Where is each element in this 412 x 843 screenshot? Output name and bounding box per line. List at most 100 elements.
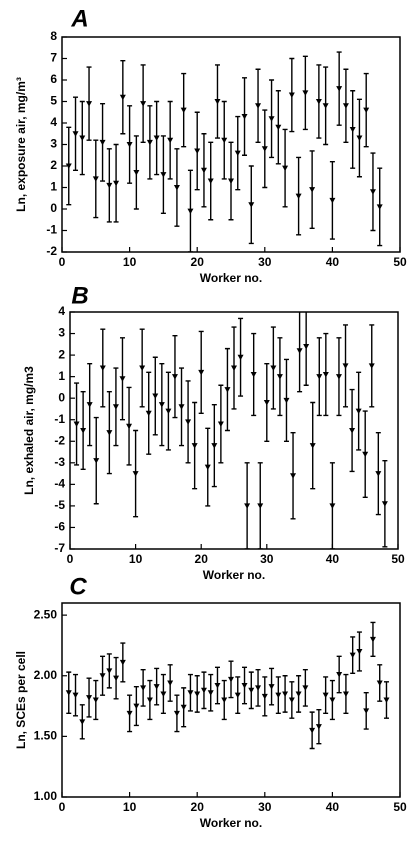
y-tick-label: -3 bbox=[54, 455, 65, 469]
x-tick-label: 50 bbox=[393, 255, 407, 269]
point bbox=[119, 94, 126, 101]
point bbox=[92, 697, 99, 703]
point bbox=[180, 107, 187, 114]
point bbox=[282, 165, 289, 172]
point bbox=[194, 691, 201, 697]
x-axis-label: Worker no. bbox=[200, 271, 262, 285]
point bbox=[329, 503, 336, 509]
point bbox=[315, 99, 322, 105]
point bbox=[288, 697, 295, 703]
panel-label: C bbox=[69, 573, 87, 600]
point bbox=[99, 365, 106, 372]
point bbox=[152, 393, 159, 400]
x-tick-label: 20 bbox=[191, 255, 205, 269]
point bbox=[79, 719, 86, 725]
y-tick-label: 2 bbox=[58, 347, 65, 361]
point bbox=[133, 169, 140, 176]
point bbox=[270, 365, 277, 372]
point bbox=[113, 180, 120, 187]
point bbox=[268, 116, 275, 122]
point bbox=[261, 693, 268, 700]
point bbox=[369, 636, 376, 643]
point bbox=[72, 131, 79, 137]
y-tick-label: 1 bbox=[50, 180, 57, 194]
point bbox=[86, 101, 93, 107]
point bbox=[336, 672, 343, 678]
point bbox=[228, 178, 234, 185]
y-tick-label: 7 bbox=[50, 51, 57, 65]
point bbox=[309, 187, 316, 193]
y-tick-label: 1.50 bbox=[34, 729, 58, 743]
x-axis-label: Worker no. bbox=[200, 816, 262, 830]
point bbox=[335, 374, 342, 380]
y-tick-label: -2 bbox=[54, 433, 65, 447]
x-tick-label: 20 bbox=[191, 800, 205, 814]
point bbox=[295, 193, 302, 200]
point bbox=[263, 399, 270, 406]
point bbox=[153, 684, 160, 690]
point bbox=[198, 369, 205, 376]
point bbox=[112, 404, 119, 410]
y-tick-label: 2.00 bbox=[34, 668, 58, 682]
point bbox=[295, 691, 302, 697]
point bbox=[368, 363, 375, 369]
point bbox=[211, 443, 218, 449]
point bbox=[342, 103, 349, 109]
y-tick-label: 4 bbox=[50, 115, 57, 129]
x-axis-label: Worker no. bbox=[203, 568, 265, 582]
point bbox=[363, 708, 370, 714]
point bbox=[178, 404, 185, 410]
point bbox=[167, 680, 174, 687]
x-tick-label: 30 bbox=[258, 255, 272, 269]
point bbox=[356, 649, 363, 655]
point bbox=[80, 428, 87, 434]
point bbox=[288, 92, 295, 99]
y-tick-label: -2 bbox=[46, 244, 57, 258]
x-tick-label: 50 bbox=[391, 552, 405, 566]
y-tick-label: 8 bbox=[50, 29, 57, 43]
point bbox=[290, 473, 297, 479]
point bbox=[173, 185, 180, 191]
point bbox=[355, 408, 362, 415]
point bbox=[185, 419, 192, 425]
x-tick-label: 40 bbox=[326, 800, 340, 814]
point bbox=[99, 139, 106, 146]
point bbox=[336, 86, 343, 92]
point bbox=[255, 103, 262, 109]
marks bbox=[73, 312, 388, 549]
point bbox=[93, 458, 100, 464]
y-tick-label: -7 bbox=[54, 541, 65, 555]
point bbox=[381, 501, 388, 507]
point bbox=[309, 443, 316, 449]
point bbox=[146, 139, 153, 146]
point bbox=[160, 172, 167, 178]
y-axis-label: Ln, SCEs per cell bbox=[14, 651, 28, 749]
point bbox=[86, 402, 93, 408]
y-tick-label: 6 bbox=[50, 72, 57, 86]
point bbox=[322, 692, 329, 699]
point bbox=[221, 697, 228, 703]
x-tick-label: 0 bbox=[67, 552, 74, 566]
point bbox=[268, 684, 275, 690]
point bbox=[275, 124, 282, 131]
point bbox=[283, 397, 290, 404]
point bbox=[362, 451, 369, 458]
point bbox=[140, 685, 147, 691]
point bbox=[349, 428, 356, 434]
point bbox=[282, 691, 289, 697]
point bbox=[276, 374, 283, 380]
point bbox=[72, 692, 79, 699]
point bbox=[244, 503, 251, 509]
point bbox=[250, 371, 257, 378]
point bbox=[261, 146, 268, 152]
x-tick-label: 0 bbox=[59, 255, 66, 269]
x-tick-label: 40 bbox=[326, 552, 340, 566]
point bbox=[342, 691, 349, 697]
point bbox=[173, 710, 180, 717]
marks bbox=[65, 621, 390, 750]
panel-label: A bbox=[70, 5, 88, 32]
point bbox=[200, 687, 207, 694]
point bbox=[237, 354, 244, 361]
